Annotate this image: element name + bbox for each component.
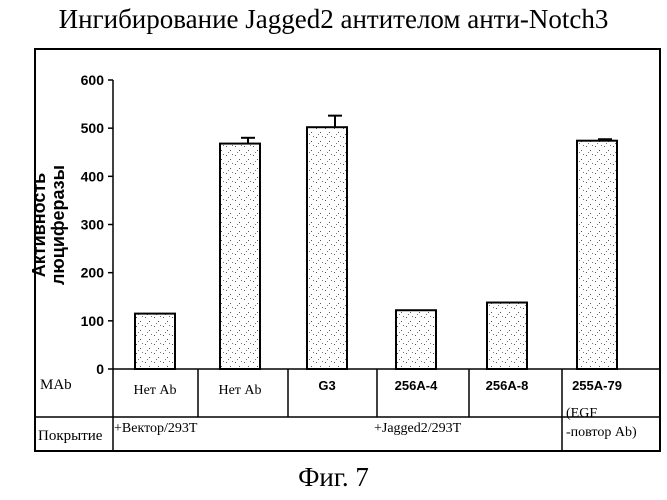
y-tick-label: 400 [81,168,105,184]
y-tick-label: 300 [81,217,105,233]
note-line2: -повтор Ab) [566,425,637,440]
bar [396,310,436,369]
note-line1: (EGF [566,406,597,421]
figure-caption: Фиг. 7 [0,462,667,493]
category-label: G3 [318,378,335,393]
mab-row-label: MAb [40,377,72,393]
bar [220,144,260,369]
y-axis-label-line1: Активность [29,173,49,277]
category-label: 256A-4 [395,378,438,393]
y-tick-label: 500 [81,120,105,136]
bar [487,303,527,369]
category-label: Нет Ab [133,383,176,398]
coating-jagged-label: +Jagged2/293T [374,421,462,436]
category-label: Нет Ab [218,383,261,398]
y-tick-label: 100 [81,313,105,329]
coating-vector-label: +Вектор/293T [114,421,198,436]
y-tick-label: 600 [81,72,105,88]
bar [307,127,347,369]
bar [135,314,175,369]
y-tick-label: 0 [96,361,104,377]
category-label: 256A-8 [486,378,529,393]
coating-row-label: Покрытие [38,428,103,444]
bars [135,116,617,369]
bar [577,141,617,369]
y-tick-label: 200 [81,265,105,281]
y-axis-label-line2: люциферазы [48,165,68,285]
category-label: 255A-79 [572,378,622,393]
